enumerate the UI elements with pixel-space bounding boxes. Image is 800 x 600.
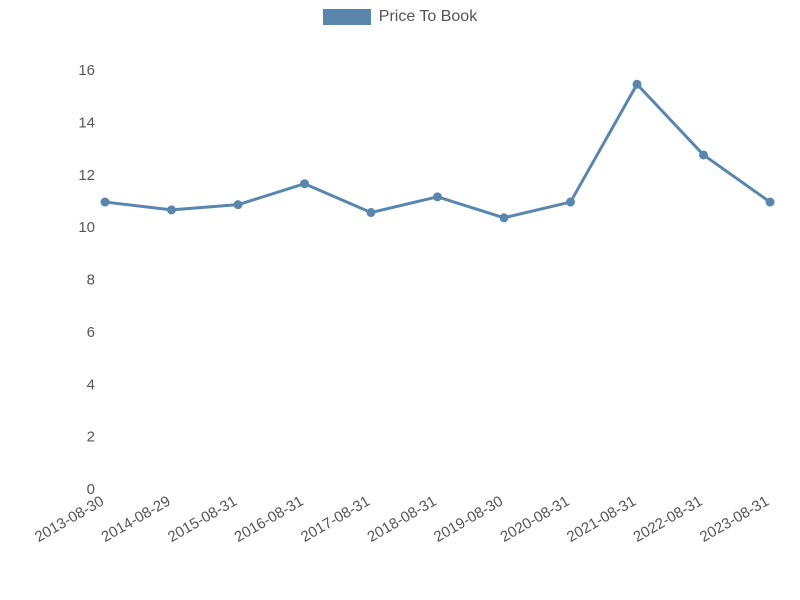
series-marker [301,180,309,188]
series-marker [766,198,774,206]
x-tick-label: 2021-08-31 [564,493,639,546]
y-tick-label: 8 [87,272,95,289]
x-tick-label: 2017-08-31 [298,493,373,546]
x-tick-label: 2020-08-31 [498,493,573,546]
x-tick-label: 2019-08-30 [431,493,506,546]
series-marker [234,201,242,209]
series-marker [700,151,708,159]
x-tick-label: 2016-08-31 [232,493,307,546]
series-marker [567,198,575,206]
y-tick-label: 2 [87,429,95,446]
x-tick-label: 2022-08-31 [631,493,706,546]
series-marker [168,206,176,214]
series-marker [367,209,375,217]
y-tick-label: 10 [78,219,95,236]
series-marker [101,198,109,206]
x-tick-label: 2015-08-31 [165,493,240,546]
series-marker [500,214,508,222]
x-tick-label: 2014-08-29 [99,493,174,546]
series-marker [434,193,442,201]
x-tick-label: 2018-08-31 [365,493,440,546]
chart-svg: 02468101214162013-08-302014-08-292015-08… [0,0,800,600]
y-tick-label: 6 [87,324,95,341]
y-tick-label: 16 [78,62,95,79]
line-chart: Price To Book 02468101214162013-08-30201… [0,0,800,600]
x-tick-label: 2023-08-31 [697,493,772,546]
series-marker [633,80,641,88]
x-tick-label: 2013-08-30 [32,493,107,546]
y-tick-label: 4 [87,376,95,393]
y-tick-label: 12 [78,167,95,184]
y-tick-label: 14 [78,114,95,131]
